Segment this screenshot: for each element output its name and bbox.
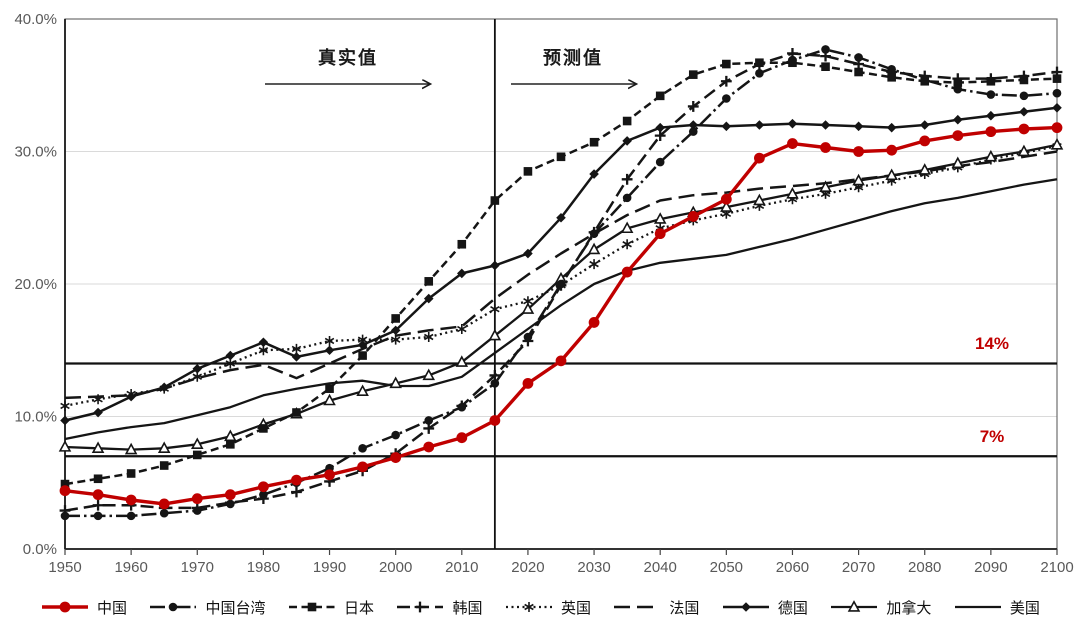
y-tick-label: 40.0%	[14, 11, 57, 28]
legend-line-sample	[288, 602, 335, 612]
x-tick-label: 2030	[577, 559, 610, 576]
legend-label: 德国	[777, 599, 808, 617]
series-中国台湾	[60, 45, 1062, 521]
legend-item-英国: 英国	[504, 597, 591, 618]
series-德国	[60, 102, 1062, 426]
annotation-forecast-values: 预测值	[543, 48, 603, 68]
legend: 中国 中国台湾 日本 韩国 英国 法国 德国 加拿大 美国	[0, 591, 1080, 623]
legend-line-sample	[397, 601, 444, 613]
legend-line-sample	[505, 602, 552, 612]
legend-line-sample	[831, 600, 878, 612]
legend-label: 加拿大	[886, 599, 932, 617]
y-tick-label: 20.0%	[14, 276, 57, 293]
x-tick-label: 2090	[974, 559, 1007, 576]
y-tick-label: 10.0%	[14, 409, 57, 426]
legend-label: 法国	[669, 599, 700, 617]
reference-label-14pct: 14%	[974, 334, 1010, 353]
y-tick-label: 0.0%	[23, 541, 57, 558]
legend-line-sample	[954, 605, 1001, 609]
legend-item-中国: 中国	[40, 597, 127, 618]
series-美国	[64, 178, 1058, 441]
legend-label: 英国	[560, 599, 591, 617]
legend-item-中国台湾: 中国台湾	[148, 597, 266, 618]
legend-label: 美国	[1009, 599, 1040, 617]
x-tick-label: 2080	[908, 559, 941, 576]
x-tick-label: 2100	[1040, 559, 1073, 576]
legend-label: 日本	[343, 599, 374, 617]
x-tick-label: 1970	[181, 559, 214, 576]
x-tick-label: 2040	[644, 559, 677, 576]
legend-item-韩国: 韩国	[395, 597, 482, 618]
legend-label: 韩国	[452, 599, 483, 617]
legend-line-sample	[42, 601, 88, 613]
reference-label-7pct: 7%	[979, 427, 1005, 446]
legend-item-法国: 法国	[612, 597, 699, 618]
legend-label: 中国台湾	[205, 599, 266, 617]
x-tick-label: 1990	[313, 559, 346, 576]
legend-line-sample	[614, 605, 661, 609]
x-tick-label: 1960	[114, 559, 147, 576]
x-tick-label: 1980	[247, 559, 280, 576]
x-tick-label: 2010	[445, 559, 478, 576]
x-tick-label: 2050	[710, 559, 743, 576]
x-tick-label: 2000	[379, 559, 412, 576]
x-tick-label: 2020	[511, 559, 544, 576]
legend-item-德国: 德国	[721, 597, 808, 618]
y-tick-label: 30.0%	[14, 144, 57, 161]
x-tick-label: 2060	[776, 559, 809, 576]
series-中国	[59, 122, 1063, 510]
legend-item-日本: 日本	[287, 597, 374, 618]
aging-line-chart: 1950 1960 1970 1980 1990 2000 2010 2020 2030 2040…	[14, 11, 1073, 576]
legend-line-sample	[150, 602, 197, 612]
legend-item-美国: 美国	[953, 597, 1040, 618]
x-tick-label: 2070	[842, 559, 875, 576]
x-tick-label: 1950	[48, 559, 81, 576]
legend-item-加拿大: 加拿大	[829, 597, 931, 618]
annotation-actual-values: 真实值	[318, 48, 378, 68]
legend-line-sample	[722, 602, 769, 612]
series-加拿大	[58, 137, 1064, 455]
legend-label: 中国	[97, 599, 128, 617]
